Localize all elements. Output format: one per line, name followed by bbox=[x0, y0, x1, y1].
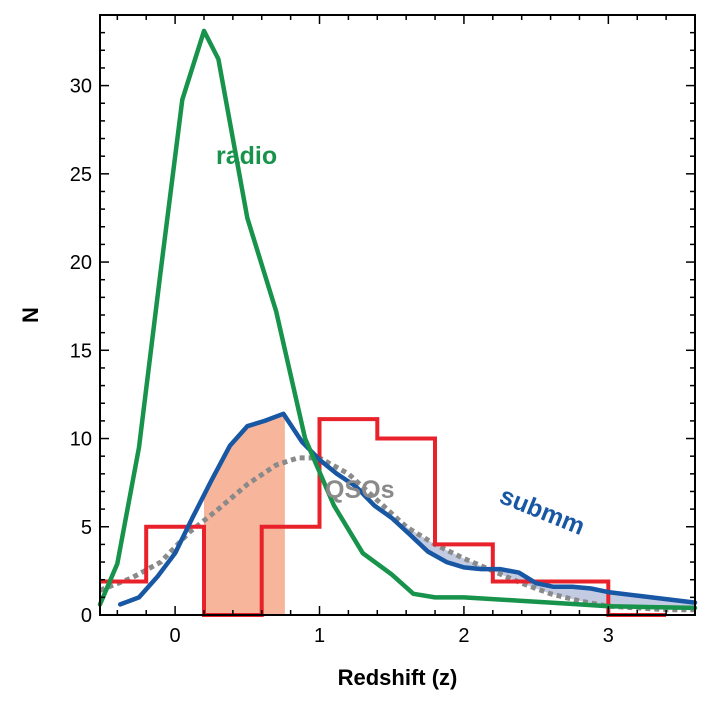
x-axis-title: Redshift (z) bbox=[338, 665, 458, 690]
y-tick-label: 0 bbox=[81, 605, 92, 627]
qsos-series-line bbox=[99, 455, 695, 613]
shaded-regions bbox=[204, 414, 695, 615]
submm-series-line bbox=[117, 411, 698, 607]
submm-series-label: submm bbox=[496, 482, 589, 541]
y-tick-label: 30 bbox=[70, 76, 92, 98]
axis-ticks bbox=[100, 14, 696, 616]
y-tick-label: 5 bbox=[81, 517, 92, 539]
x-tick-label: 2 bbox=[458, 625, 469, 647]
tick-labels: 01234051015202530 bbox=[70, 76, 614, 647]
y-tick-label: 20 bbox=[70, 252, 92, 274]
y-tick-label: 25 bbox=[70, 164, 92, 186]
y-axis-title: N bbox=[18, 307, 43, 323]
x-tick-label: 0 bbox=[170, 625, 181, 647]
radio-series-line bbox=[97, 28, 698, 611]
x-tick-label: 1 bbox=[314, 625, 325, 647]
series-lines bbox=[97, 28, 698, 617]
qsos-series-label: QSOs bbox=[325, 476, 394, 504]
radio-series-label: radio bbox=[216, 142, 277, 170]
histogram-series-line bbox=[100, 417, 667, 617]
y-tick-label: 15 bbox=[70, 340, 92, 362]
x-tick-label: 3 bbox=[603, 625, 614, 647]
y-tick-label: 10 bbox=[70, 429, 92, 451]
orange-band bbox=[204, 414, 285, 615]
